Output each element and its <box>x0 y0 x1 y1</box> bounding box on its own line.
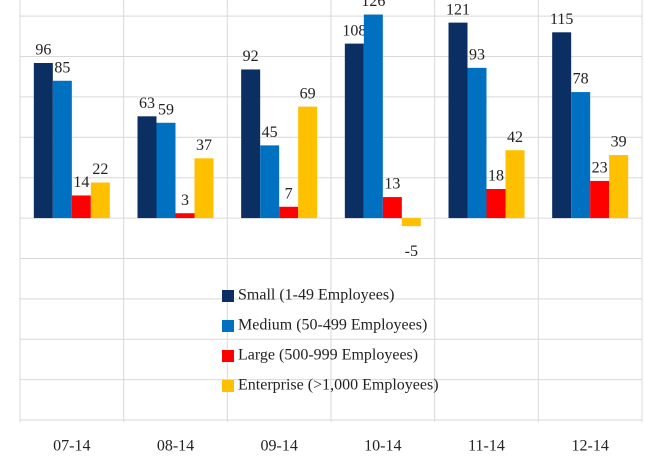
value-label: 59 <box>158 101 174 118</box>
value-label: -5 <box>405 243 418 260</box>
value-label: 18 <box>488 168 504 185</box>
bar <box>363 14 383 219</box>
x-tick-label: 07-14 <box>53 438 90 455</box>
bar <box>571 92 591 219</box>
value-label: 45 <box>262 124 278 141</box>
bar <box>279 206 299 219</box>
value-label: 22 <box>92 161 108 178</box>
value-label: 85 <box>54 59 70 76</box>
bar <box>609 155 629 219</box>
x-tick-label: 11-14 <box>468 438 505 455</box>
bar <box>52 80 72 219</box>
bar <box>194 158 214 219</box>
value-label: 63 <box>139 95 155 112</box>
legend-label: Small (1-49 Employees) <box>238 287 394 304</box>
value-label: 3 <box>181 192 189 209</box>
bar <box>71 195 91 219</box>
value-label: 42 <box>507 129 523 146</box>
value-label: 115 <box>550 11 573 28</box>
legend-label: Large (500-999 Employees) <box>238 347 418 364</box>
legend-label: Enterprise (>1,000 Employees) <box>238 377 439 394</box>
value-label: 39 <box>611 134 627 151</box>
value-label: 13 <box>384 176 400 193</box>
bar <box>137 116 157 219</box>
x-tick-label: 10-14 <box>364 438 401 455</box>
bar <box>382 197 402 219</box>
value-label: 78 <box>573 71 589 88</box>
bar <box>505 150 525 219</box>
legend-marker <box>222 320 234 332</box>
bar <box>401 218 421 227</box>
x-tick-label: 12-14 <box>572 438 609 455</box>
value-label: 14 <box>73 174 89 191</box>
bar <box>90 182 110 219</box>
bar <box>344 43 364 219</box>
value-label: 96 <box>35 42 51 59</box>
legend-marker <box>222 350 234 362</box>
bar <box>486 189 506 219</box>
legend-marker <box>222 290 234 302</box>
bar <box>552 32 572 219</box>
value-label: 126 <box>361 0 385 10</box>
value-label: 37 <box>196 137 212 154</box>
bar <box>298 106 318 219</box>
x-tick-label: 09-14 <box>261 438 298 455</box>
value-label: 108 <box>342 22 366 39</box>
value-label: 92 <box>243 48 259 65</box>
x-tick-label: 08-14 <box>157 438 194 455</box>
bar <box>241 69 261 219</box>
bar <box>467 67 487 219</box>
bar <box>448 22 468 219</box>
value-label: 93 <box>469 47 485 64</box>
value-label: 23 <box>592 160 608 177</box>
bar <box>260 145 280 219</box>
bar <box>156 122 176 219</box>
value-label: 7 <box>285 185 293 202</box>
bar <box>175 213 195 219</box>
bar <box>590 180 610 219</box>
legend-marker <box>222 380 234 392</box>
value-label: 69 <box>300 85 316 102</box>
bar <box>33 63 53 219</box>
value-label: 121 <box>446 1 470 18</box>
legend-label: Medium (50-499 Employees) <box>238 317 427 334</box>
